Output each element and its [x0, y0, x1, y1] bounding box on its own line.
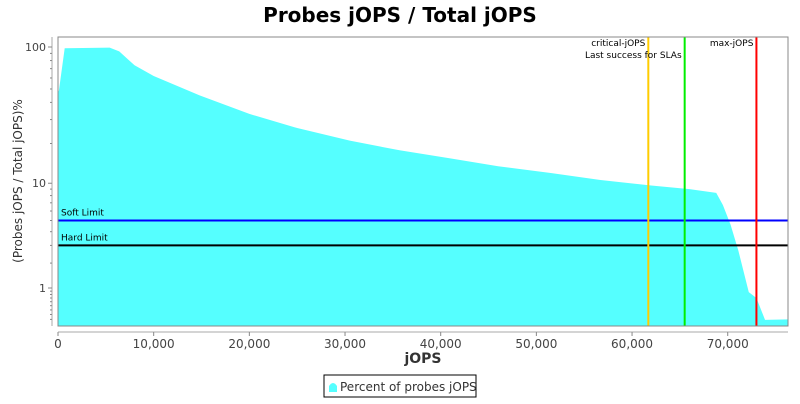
legend-label: Percent of probes jOPS	[340, 380, 477, 394]
marker-label: Last success for SLAs	[585, 51, 682, 61]
x-tick-label: 30,000	[324, 337, 366, 351]
plot-area: Soft Limit Hard Limit critical-jOPS Last su…	[25, 36, 789, 351]
y-axis-label: (Probes jOPS / Total jOPS)%	[11, 99, 25, 263]
x-tick-label: 40,000	[420, 337, 462, 351]
y-tick-label: 10	[32, 177, 46, 190]
plot-border	[57, 36, 789, 327]
x-tick-label: 20,000	[228, 337, 270, 351]
x-tick-label: 60,000	[611, 337, 653, 351]
limit-label: Soft Limit	[61, 208, 104, 218]
chart-title: Probes jOPS / Total jOPS	[263, 3, 537, 27]
series-area	[58, 47, 788, 326]
y-tick-label: 100	[25, 41, 46, 54]
x-tick-label: 50,000	[515, 337, 557, 351]
marker-label: critical-jOPS	[591, 39, 645, 49]
x-tick-label: 10,000	[133, 337, 175, 351]
limit-label: Hard Limit	[61, 233, 108, 243]
legend: Percent of probes jOPS	[323, 374, 477, 398]
legend-swatch	[329, 383, 337, 392]
x-tick-label: 70,000	[707, 337, 749, 351]
x-tick-label: 0	[54, 337, 62, 351]
marker-label: max-jOPS	[710, 39, 754, 49]
y-tick-label: 1	[39, 282, 46, 295]
x-axis-label: jOPS	[403, 351, 441, 367]
